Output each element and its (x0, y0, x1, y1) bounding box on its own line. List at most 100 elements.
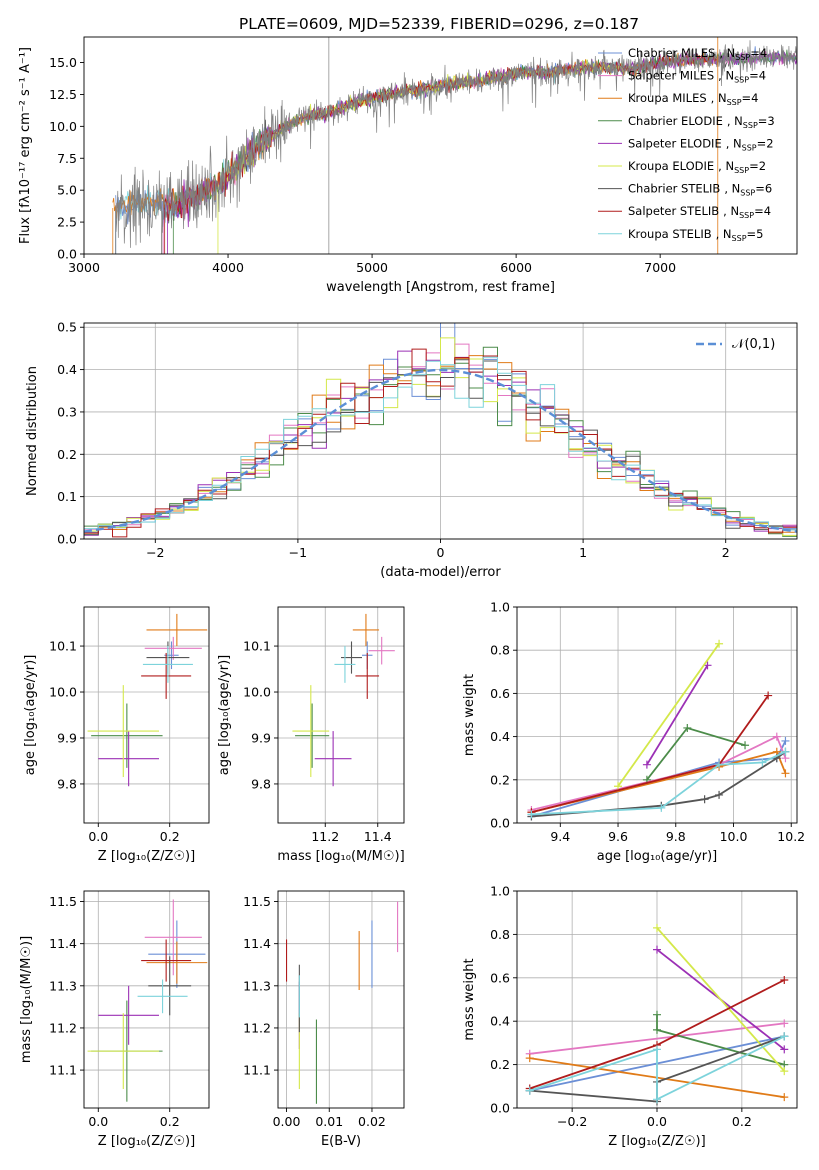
axes-frame (277, 606, 405, 824)
y-tick-label: 11.4 (49, 936, 77, 951)
mass-weight-line (529, 1022, 785, 1055)
x-tick-label: 0.2 (160, 1114, 180, 1129)
mass-weight-marker (653, 945, 661, 954)
y-tick-label: 11.2 (243, 1020, 271, 1035)
x-tick-label: −1 (289, 545, 307, 560)
plot-area (285, 901, 399, 1104)
mass-weight-marker (653, 1045, 661, 1054)
plot-area (527, 639, 790, 821)
mass-weight-marker (653, 1025, 661, 1034)
y-tick-label: 0.0 (490, 816, 510, 831)
panel-age-vs-z: 0.0 0.2 9.8 9.9 10.0 10.1 Z [log₁₀(Z/Z☉)] age [… (23, 606, 210, 864)
mass-weight-marker (780, 1032, 789, 1041)
y-tick-label: 5.0 (57, 183, 77, 198)
error-bar-point (98, 731, 159, 787)
y-tick-label: 0.2 (57, 447, 77, 462)
y-axis-label: Normed distribution (25, 366, 40, 496)
legend-label: Salpeter ELODIE (628, 136, 722, 150)
legend-label: Salpeter MILES (628, 69, 714, 83)
axes-frame (516, 890, 798, 1109)
plot-area (525, 923, 789, 1106)
y-tick-label: 10.1 (243, 639, 271, 654)
x-axis-label: E(B-V) (321, 1134, 361, 1149)
x-axis-label: (data-model)/error (380, 565, 501, 580)
mass-weight-marker (780, 1093, 789, 1102)
y-tick-label: 0.5 (57, 320, 77, 335)
y-axis-label: age [log₁₀(age/yr)] (23, 655, 38, 776)
error-bar-point (355, 652, 380, 699)
x-tick-label: 0.01 (315, 1114, 343, 1129)
error-bar-point (146, 613, 208, 647)
y-tick-label: 10.0 (49, 119, 77, 134)
x-axis-label: Z [log₁₀(Z/Z☉)] (98, 1134, 195, 1149)
error-bar-point (314, 731, 352, 787)
y-tick-label: 0.4 (490, 1014, 510, 1029)
error-bar-point (144, 899, 202, 976)
y-tick-label: 11.5 (49, 894, 77, 909)
error-bar-point (91, 703, 163, 768)
y-tick-label: 0.6 (490, 686, 510, 701)
y-tick-label: 11.2 (49, 1020, 77, 1035)
legend-nssp-label: , NSSP=4 (719, 46, 767, 62)
legend-nssp-label: , NSSP=4 (711, 91, 759, 107)
legend-nssp-label: , NSSP=2 (726, 136, 774, 152)
legend-nssp-label: , NSSP=4 (718, 69, 766, 85)
error-bar-point (352, 613, 380, 647)
y-tick-label: 9.8 (251, 776, 271, 791)
y-tick-label: 7.5 (57, 151, 77, 166)
panel-residuals: −2 −1 0 1 2 0.0 0.1 0.2 0.3 0.4 0.5 (data-model)/er… (25, 320, 798, 580)
normal-curve (84, 368, 797, 533)
y-tick-label: 0.2 (490, 1057, 510, 1072)
grid-lines (84, 891, 209, 1108)
mass-weight-marker (642, 760, 651, 769)
error-bar-point (141, 939, 192, 982)
y-tick-label: 9.9 (57, 730, 77, 745)
error-bar-point (98, 985, 159, 1045)
x-axis-label: wavelength [Angstrom, rest frame] (326, 280, 555, 295)
mass-weight-line (531, 750, 787, 814)
y-tick-label: 0.6 (490, 970, 510, 985)
mass-weight-marker (715, 790, 724, 799)
error-bar-point (144, 636, 202, 660)
mass-weight-marker (715, 639, 724, 648)
y-tick-label: 0.4 (57, 362, 77, 377)
x-axis-label: Z [log₁₀(Z/Z☉)] (98, 849, 195, 864)
y-tick-label: 0.0 (490, 1101, 510, 1116)
error-bar-point (146, 941, 208, 984)
mass-weight-marker (781, 769, 790, 778)
legend-label: Kroupa ELODIE (628, 159, 714, 173)
y-tick-label: 10.1 (49, 639, 77, 654)
y-tick-label: 10.0 (243, 685, 271, 700)
error-bar-point (87, 1013, 159, 1090)
legend-nssp-label: , NSSP=5 (716, 227, 764, 243)
panel-mass-vs-ebv: 0.00 0.01 0.02 11.1 11.2 11.3 11.4 11.5 E(B-V) (243, 890, 405, 1149)
error-bar-point (137, 979, 188, 1014)
mass-weight-marker (781, 736, 790, 745)
axes-frame (83, 890, 210, 1109)
x-tick-label: 11.4 (364, 829, 392, 844)
y-tick-label: 0.0 (57, 247, 77, 262)
mass-weight-marker (781, 747, 790, 756)
x-tick-label: 0 (437, 545, 445, 560)
x-tick-label: 9.6 (608, 829, 628, 844)
y-tick-label: 9.8 (57, 776, 77, 791)
mass-weight-marker (780, 1045, 789, 1054)
mass-weight-line (531, 695, 769, 814)
mass-weight-line (531, 735, 787, 811)
mass-weight-marker (780, 1067, 789, 1076)
mass-weight-marker (614, 782, 623, 791)
legend-label: Kroupa STELIB (628, 227, 712, 241)
x-tick-label: 3000 (68, 260, 100, 275)
panel-weight-vs-z: −0.2 0.0 0.2 0.0 0.2 0.4 0.6 0.8 1.0 Z [log₁₀(Z/Z… (462, 884, 798, 1149)
y-axis-label: mass weight (462, 958, 477, 1040)
x-tick-label: −2 (146, 545, 164, 560)
mass-weight-marker (780, 975, 789, 984)
mass-weight-marker (653, 1010, 661, 1019)
plot-area (84, 323, 797, 539)
x-tick-label: 0.2 (732, 1114, 752, 1129)
x-tick-label: 0.2 (160, 829, 180, 844)
panel-mass-vs-z: 0.0 0.2 11.1 11.2 11.3 11.4 11.5 Z [log₁₀(Z/Z☉)… (19, 890, 210, 1149)
mass-weight-marker (683, 723, 692, 732)
figure-title: PLATE=0609, MJD=52339, FIBERID=0296, z=0… (239, 15, 639, 33)
